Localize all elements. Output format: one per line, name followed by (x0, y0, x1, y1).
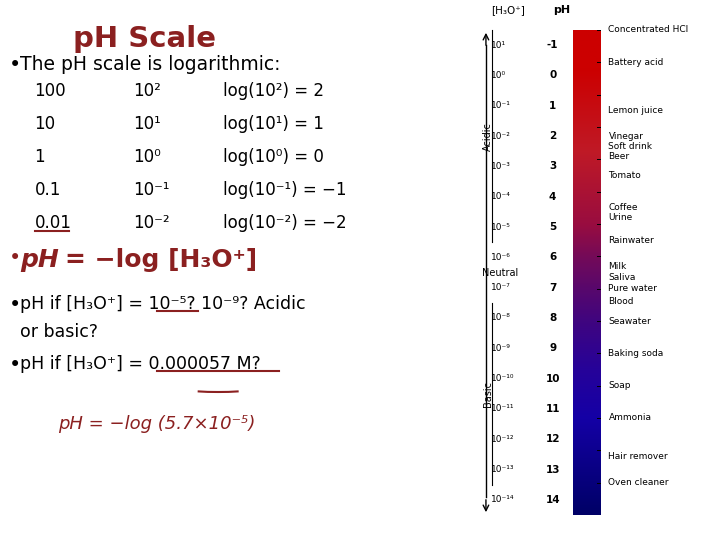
Text: 4: 4 (549, 192, 557, 202)
Text: 10¹: 10¹ (491, 40, 506, 50)
Text: 11: 11 (546, 404, 560, 414)
Text: 100: 100 (35, 82, 66, 100)
Text: 6: 6 (549, 252, 557, 262)
Text: 1: 1 (549, 101, 557, 111)
Text: [H₃O⁺]: [H₃O⁺] (491, 5, 525, 15)
Text: 10⁻⁷: 10⁻⁷ (491, 283, 510, 292)
Text: Baking soda: Baking soda (608, 349, 664, 358)
Text: log(10²) = 2: log(10²) = 2 (223, 82, 324, 100)
Text: Beer: Beer (608, 152, 629, 160)
Text: 10⁻¹¹: 10⁻¹¹ (491, 404, 514, 414)
Text: Soap: Soap (608, 381, 631, 390)
Text: 10¹: 10¹ (133, 115, 161, 133)
Text: Coffee: Coffee (608, 204, 638, 212)
Text: Pure water: Pure water (608, 284, 657, 293)
Text: 0.1: 0.1 (35, 181, 61, 199)
Text: Hair remover: Hair remover (608, 453, 668, 461)
Text: 10⁻⁶: 10⁻⁶ (491, 253, 510, 262)
Text: log(10⁰) = 0: log(10⁰) = 0 (223, 148, 324, 166)
Text: 0: 0 (549, 70, 557, 80)
Text: 13: 13 (546, 464, 560, 475)
Text: -1: -1 (547, 40, 559, 50)
Text: pH Scale: pH Scale (73, 25, 215, 53)
Text: 12: 12 (546, 434, 560, 444)
Text: 10: 10 (35, 115, 55, 133)
Text: 10²: 10² (133, 82, 161, 100)
Text: 2: 2 (549, 131, 557, 141)
Text: Soft drink: Soft drink (608, 142, 652, 151)
Text: pH if [H₃O⁺] = 0.000057 M?: pH if [H₃O⁺] = 0.000057 M? (20, 355, 261, 373)
Text: 10⁰: 10⁰ (133, 148, 161, 166)
Text: log(10¹) = 1: log(10¹) = 1 (223, 115, 324, 133)
Text: Vinegar: Vinegar (608, 132, 644, 141)
Text: Lemon juice: Lemon juice (608, 106, 663, 116)
Text: 14: 14 (545, 495, 560, 505)
Text: 9: 9 (549, 343, 557, 353)
Text: 10⁻⁸: 10⁻⁸ (491, 313, 510, 322)
Text: 10⁻¹: 10⁻¹ (491, 102, 510, 110)
Text: 10⁻²: 10⁻² (491, 132, 510, 140)
Text: 10⁻⁴: 10⁻⁴ (491, 192, 510, 201)
Text: 10⁻¹⁰: 10⁻¹⁰ (491, 374, 514, 383)
Text: 3: 3 (549, 161, 557, 171)
Text: Neutral: Neutral (482, 267, 518, 278)
Text: 10⁻¹³: 10⁻¹³ (491, 465, 514, 474)
Text: •: • (9, 295, 21, 315)
Text: 10: 10 (546, 374, 560, 383)
Text: Concentrated HCl: Concentrated HCl (608, 25, 689, 35)
Text: 10⁻¹⁴: 10⁻¹⁴ (491, 495, 514, 504)
Text: Oven cleaner: Oven cleaner (608, 478, 669, 487)
Text: 10⁻⁹: 10⁻⁹ (491, 344, 510, 353)
Text: 10⁻²: 10⁻² (133, 214, 170, 232)
Text: pH = −log (5.7×10⁻⁵): pH = −log (5.7×10⁻⁵) (58, 415, 255, 433)
Text: pH if [H₃O⁺] = 10⁻⁵? 10⁻⁹? Acidic: pH if [H₃O⁺] = 10⁻⁵? 10⁻⁹? Acidic (20, 295, 306, 313)
Text: 1: 1 (35, 148, 45, 166)
Text: 10⁻¹: 10⁻¹ (133, 181, 170, 199)
Text: 7: 7 (549, 282, 557, 293)
Text: = −log [H₃O⁺]: = −log [H₃O⁺] (65, 248, 257, 272)
Text: Tomato: Tomato (608, 171, 642, 180)
Text: Basic: Basic (483, 381, 493, 407)
Text: Saliva: Saliva (608, 273, 636, 282)
Text: log(10⁻¹) = −1: log(10⁻¹) = −1 (223, 181, 347, 199)
Text: Acidic: Acidic (483, 122, 493, 151)
Text: 10⁰: 10⁰ (491, 71, 506, 80)
Text: •: • (9, 248, 21, 268)
Text: Battery acid: Battery acid (608, 58, 664, 67)
Text: 5: 5 (549, 222, 557, 232)
Text: log(10⁻²) = −2: log(10⁻²) = −2 (223, 214, 347, 232)
Text: 10⁻³: 10⁻³ (491, 162, 510, 171)
Text: Seawater: Seawater (608, 316, 651, 326)
Text: 10⁻¹²: 10⁻¹² (491, 435, 514, 444)
Text: Rainwater: Rainwater (608, 235, 654, 245)
Text: The pH scale is logarithmic:: The pH scale is logarithmic: (20, 55, 281, 74)
Text: •: • (9, 355, 21, 375)
Text: Ammonia: Ammonia (608, 414, 652, 422)
Text: Blood: Blood (608, 297, 634, 306)
Text: 8: 8 (549, 313, 557, 323)
Text: Urine: Urine (608, 213, 633, 222)
Text: pH: pH (20, 248, 59, 272)
Text: 10⁻⁵: 10⁻⁵ (491, 222, 510, 232)
Text: pH: pH (553, 5, 570, 15)
Text: 0.01: 0.01 (35, 214, 71, 232)
Text: Milk: Milk (608, 261, 626, 271)
Text: •: • (9, 55, 21, 75)
Text: or basic?: or basic? (20, 323, 98, 341)
